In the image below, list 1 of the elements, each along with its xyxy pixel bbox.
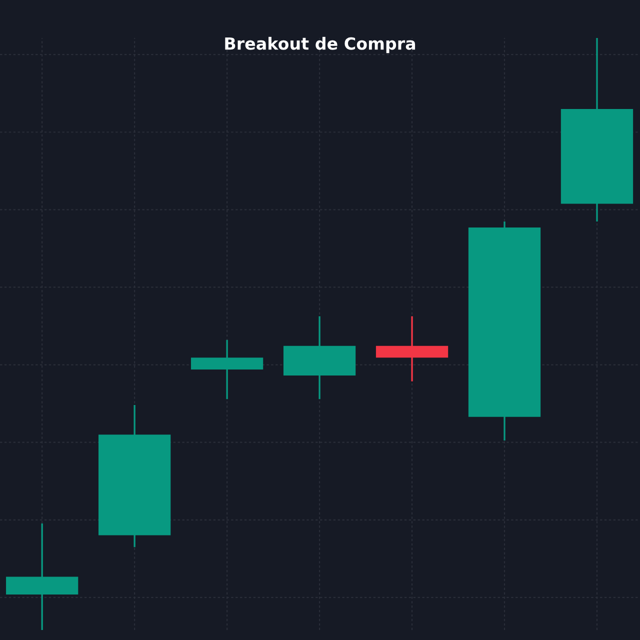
chart-title: Breakout de Compra <box>225 36 416 54</box>
